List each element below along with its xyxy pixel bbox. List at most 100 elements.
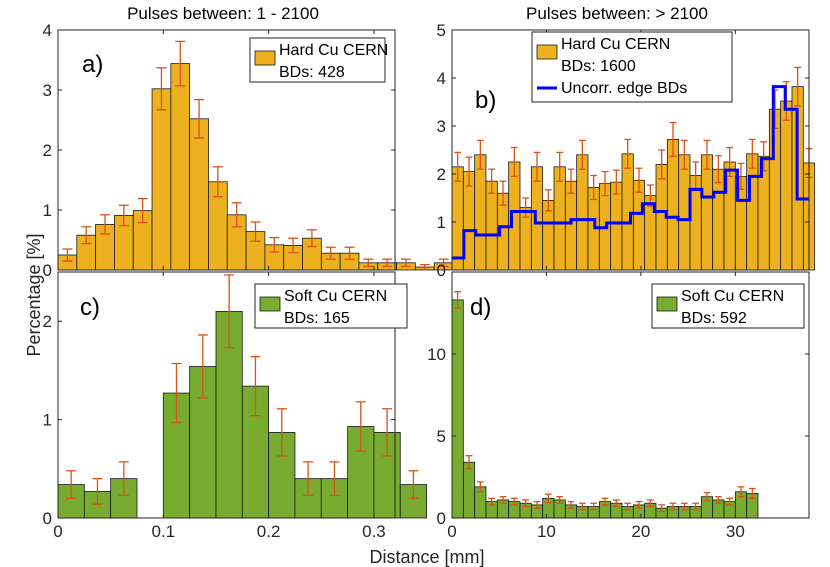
- error-bar: [499, 180, 507, 206]
- error-bar: [522, 499, 530, 508]
- error-bar: [714, 155, 722, 184]
- error-bar: [635, 500, 643, 509]
- error-bar: [703, 139, 711, 170]
- y-tick-label: 1: [43, 201, 52, 220]
- legend-label: BDs: 1600: [561, 58, 636, 75]
- legend-swatch: [259, 296, 281, 312]
- error-bar: [748, 138, 756, 169]
- legend-label: Hard Cu CERN: [561, 36, 670, 53]
- bar: [564, 180, 578, 271]
- panel-d: 0 5 10 0 10 20 30 d) Soft Cu CERN BDs: 592: [427, 271, 810, 541]
- bar: [553, 166, 566, 271]
- legend-swatch: [536, 44, 558, 60]
- legend: Soft Cu CERN BDs: 592: [651, 283, 805, 329]
- y-tick-label: 4: [43, 21, 52, 40]
- error-bar: [703, 491, 711, 502]
- error-bar: [465, 156, 473, 187]
- y-tick-label: 0: [43, 509, 52, 528]
- panel-b: 0 1 2 3 4 5 b) Hard Cu CERN BDs: 1600 Uncorr. edg…: [437, 21, 816, 280]
- error-bar: [669, 121, 677, 157]
- error-bar: [624, 138, 632, 169]
- x-tick-label: 0.3: [362, 522, 386, 541]
- error-bar: [533, 500, 541, 509]
- bar: [451, 166, 464, 271]
- legend-label: BDs: 592: [681, 310, 747, 327]
- x-tick-label: 0.1: [151, 522, 175, 541]
- column-title-right: Pulses between: > 2100: [526, 4, 708, 23]
- error-bar: [81, 226, 92, 245]
- error-bar: [355, 401, 366, 452]
- error-bar: [250, 355, 261, 417]
- x-tick-label: 0.2: [257, 522, 281, 541]
- error-bar: [601, 497, 609, 506]
- error-bar: [590, 502, 598, 511]
- y-tick-label: 2: [437, 165, 446, 184]
- error-bar: [567, 500, 575, 509]
- bar: [746, 153, 759, 271]
- x-tick-label: 10: [537, 522, 556, 541]
- error-bar: [419, 263, 430, 271]
- bar: [678, 154, 691, 271]
- axes-box: [451, 271, 810, 519]
- legend-label: BDs: 428: [279, 64, 345, 81]
- error-bar: [197, 334, 208, 399]
- error-bar: [567, 168, 575, 194]
- x-tick-label: 0: [53, 522, 62, 541]
- x-axis-label: Distance [mm]: [369, 547, 484, 567]
- bar: [462, 461, 476, 519]
- error-bar: [680, 139, 688, 170]
- y-tick-label: 0: [437, 509, 446, 528]
- axes-box: [57, 271, 396, 519]
- legend-swatch: [254, 50, 276, 66]
- panel-c: 0 1 2 0 0.1 0.2 0.3 c) Soft Cu CERN BDs: 165: [43, 271, 427, 541]
- error-bar: [680, 502, 688, 511]
- error-bar: [658, 149, 666, 180]
- error-bar: [544, 189, 552, 212]
- panel-label: a): [82, 51, 103, 78]
- error-bar: [590, 174, 598, 201]
- y-tick-label: 1: [43, 411, 52, 430]
- bar: [700, 154, 714, 271]
- error-bar: [578, 502, 586, 511]
- error-bar: [635, 167, 643, 193]
- error-bar: [454, 291, 462, 309]
- bar: [757, 155, 770, 271]
- legend: Hard Cu CERN BDs: 1600 Uncorr. edge BDs: [531, 31, 733, 103]
- error-bar: [269, 236, 280, 253]
- error-bar: [156, 67, 167, 111]
- error-bar: [400, 258, 411, 268]
- error-bar: [325, 246, 336, 260]
- column-title-left: Pulses between: 1 - 2100: [127, 4, 319, 23]
- error-bar: [522, 197, 530, 218]
- error-bar: [250, 221, 261, 242]
- y-tick-label: 0: [437, 261, 446, 280]
- error-bar: [737, 486, 745, 498]
- error-bar: [544, 493, 552, 504]
- y-tick-label: 5: [437, 21, 446, 40]
- error-bar: [62, 248, 73, 262]
- x-tick-label: 20: [631, 522, 650, 541]
- bar: [780, 100, 793, 271]
- error-bar: [408, 470, 419, 499]
- bar: [712, 168, 725, 271]
- error-bar: [276, 408, 287, 457]
- error-bar: [171, 362, 182, 424]
- error-bar: [794, 66, 802, 107]
- error-bar: [329, 461, 340, 497]
- y-tick-label: 3: [437, 117, 446, 136]
- error-bar: [92, 477, 103, 505]
- bar: [170, 63, 191, 271]
- y-tick-label: 2: [43, 141, 52, 160]
- axes-box: [451, 29, 810, 271]
- bar: [666, 139, 680, 271]
- legend-box: [531, 31, 733, 103]
- error-bar: [476, 139, 484, 170]
- error-bar: [499, 496, 507, 504]
- error-bar: [344, 246, 355, 260]
- error-bar: [669, 502, 677, 511]
- error-bar: [488, 497, 496, 506]
- error-bar: [224, 274, 235, 349]
- legend-label: Uncorr. edge BDs: [561, 80, 687, 97]
- y-tick-label: 10: [427, 345, 446, 364]
